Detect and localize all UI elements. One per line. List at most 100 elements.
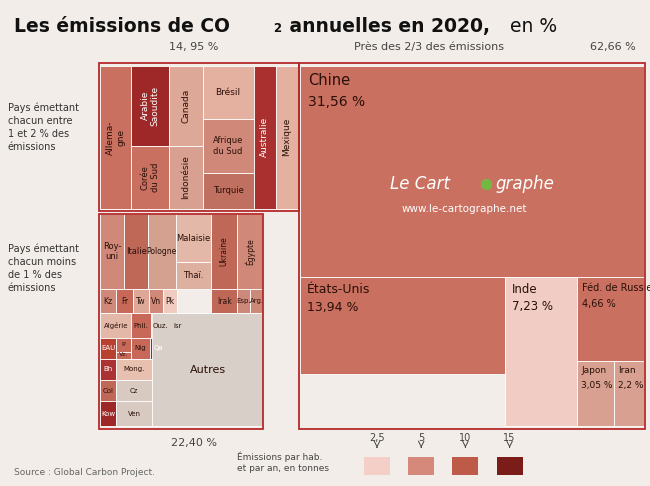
Bar xyxy=(505,277,577,426)
Bar xyxy=(203,119,254,173)
Text: Mexique: Mexique xyxy=(283,118,291,156)
Bar xyxy=(99,214,263,429)
Bar xyxy=(131,146,169,209)
Text: Chine: Chine xyxy=(308,73,350,88)
Text: Égypte: Égypte xyxy=(245,238,255,265)
Text: Mong.: Mong. xyxy=(124,366,145,372)
Bar xyxy=(299,63,645,429)
Text: 4,66 %: 4,66 % xyxy=(582,299,616,309)
Text: Fr: Fr xyxy=(121,297,128,306)
Text: 10: 10 xyxy=(460,433,471,443)
Text: 3,05 %: 3,05 % xyxy=(581,381,612,390)
Bar xyxy=(100,380,116,401)
Bar xyxy=(116,359,152,380)
Text: Indonésie: Indonésie xyxy=(181,156,190,199)
Text: États-Unis: États-Unis xyxy=(307,283,370,296)
Text: Arabie
Saoudite: Arabie Saoudite xyxy=(140,86,160,126)
Bar xyxy=(577,361,614,426)
Bar xyxy=(203,173,254,209)
Bar xyxy=(176,214,211,262)
Text: Source : Global Carbon Project.: Source : Global Carbon Project. xyxy=(14,468,155,477)
Text: Pk: Pk xyxy=(166,297,175,306)
Text: Kow: Kow xyxy=(101,411,115,417)
Bar xyxy=(150,338,166,359)
Text: www.le-cartographe.net: www.le-cartographe.net xyxy=(402,204,527,214)
Bar xyxy=(300,66,644,277)
Text: annuelles en 2020,: annuelles en 2020, xyxy=(283,17,489,36)
Bar xyxy=(452,457,478,475)
Bar xyxy=(237,214,263,289)
Bar xyxy=(148,214,176,289)
Bar xyxy=(100,401,116,426)
Text: Roy-
uni: Roy- uni xyxy=(103,242,122,261)
Text: EAU: EAU xyxy=(101,345,115,351)
Text: Canada: Canada xyxy=(181,88,190,123)
Bar xyxy=(100,313,131,338)
Bar xyxy=(116,338,131,352)
Text: Pologne: Pologne xyxy=(147,247,177,256)
Bar xyxy=(131,338,150,359)
Text: 62,66 %: 62,66 % xyxy=(590,42,636,52)
Text: 7,23 %: 7,23 % xyxy=(512,300,552,313)
Bar xyxy=(169,146,203,209)
Text: Ouz.: Ouz. xyxy=(153,323,168,329)
Text: Corée
du Sud: Corée du Sud xyxy=(140,163,160,192)
Bar xyxy=(211,289,237,313)
Text: 15: 15 xyxy=(503,433,516,443)
Text: Iran: Iran xyxy=(618,366,636,376)
Text: Brésil: Brésil xyxy=(216,88,240,97)
Bar xyxy=(116,289,133,313)
Text: en %: en % xyxy=(504,17,557,36)
Text: 14, 95 %: 14, 95 % xyxy=(169,42,218,52)
Text: Malaisie: Malaisie xyxy=(176,234,211,243)
Text: Vn: Vn xyxy=(151,297,161,306)
Bar xyxy=(131,66,169,146)
Text: Arg.: Arg. xyxy=(250,298,264,304)
Text: 13,94 %: 13,94 % xyxy=(307,301,358,314)
Text: Émissions par hab.
et par an, en tonnes: Émissions par hab. et par an, en tonnes xyxy=(237,451,330,473)
Text: Japon: Japon xyxy=(581,366,606,376)
Text: Australie: Australie xyxy=(261,117,269,157)
Text: Près des 2/3 des émissions: Près des 2/3 des émissions xyxy=(354,42,504,52)
Bar xyxy=(276,66,298,209)
Bar xyxy=(99,63,299,211)
Text: Phil.: Phil. xyxy=(134,323,148,329)
Text: Nig: Nig xyxy=(135,345,146,351)
Text: 22,40 %: 22,40 % xyxy=(171,438,216,449)
Bar xyxy=(170,313,185,338)
Bar xyxy=(116,401,152,426)
Bar xyxy=(100,214,124,289)
Text: Irak: Irak xyxy=(217,297,231,306)
Text: 2,5: 2,5 xyxy=(369,433,385,443)
Text: Tw: Tw xyxy=(136,297,146,306)
Text: graphe: graphe xyxy=(496,175,555,193)
Bar xyxy=(152,313,263,426)
Bar xyxy=(116,352,131,359)
Text: 2,2 %: 2,2 % xyxy=(618,381,644,390)
Text: 2: 2 xyxy=(273,22,281,35)
Bar xyxy=(124,214,148,289)
Text: Vz.: Vz. xyxy=(119,352,128,357)
Bar xyxy=(250,289,263,313)
Bar xyxy=(497,457,523,475)
Text: Turquie: Turquie xyxy=(213,186,244,195)
Text: Ukraine: Ukraine xyxy=(220,237,229,266)
Text: Thaï.: Thaï. xyxy=(183,271,203,280)
Text: Col: Col xyxy=(103,387,114,394)
Bar xyxy=(203,66,254,119)
Text: Algérie: Algérie xyxy=(103,322,128,329)
Bar xyxy=(211,214,237,289)
Bar xyxy=(100,289,116,313)
Bar xyxy=(254,66,276,209)
Bar xyxy=(149,289,163,313)
Text: Le Cart: Le Cart xyxy=(390,175,450,193)
Bar xyxy=(237,289,250,313)
Bar xyxy=(614,361,644,426)
Bar xyxy=(300,277,505,374)
Text: Cz: Cz xyxy=(130,387,138,394)
Text: Ven: Ven xyxy=(127,411,140,417)
Bar xyxy=(151,313,170,338)
Text: Kz: Kz xyxy=(103,297,113,306)
Text: 31,56 %: 31,56 % xyxy=(308,95,365,109)
Text: Les émissions de CO: Les émissions de CO xyxy=(14,17,230,36)
